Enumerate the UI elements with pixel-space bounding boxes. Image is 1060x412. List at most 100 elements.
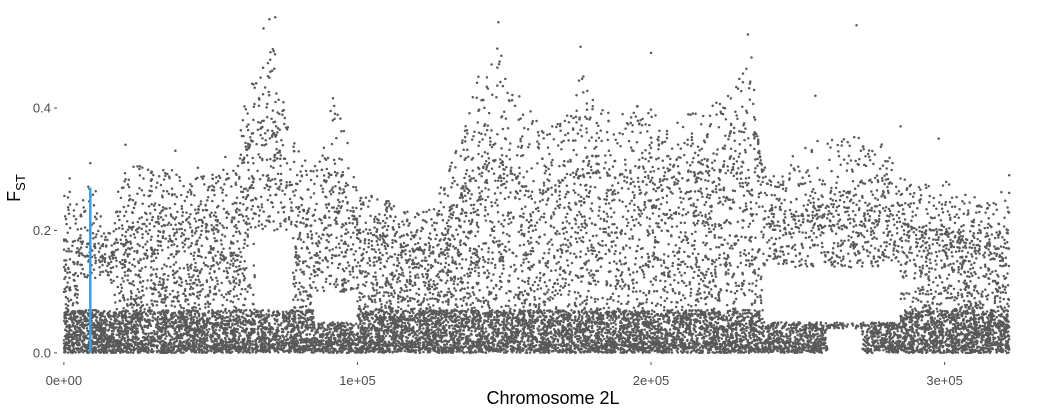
- data-point: [477, 131, 481, 134]
- data-point: [582, 160, 585, 163]
- data-point: [343, 240, 347, 244]
- data-point: [657, 222, 660, 225]
- data-point: [536, 140, 539, 143]
- data-point: [751, 248, 754, 251]
- data-point: [760, 288, 764, 292]
- data-point: [986, 234, 990, 237]
- data-point: [981, 344, 985, 347]
- data-point: [611, 292, 615, 295]
- data-point: [536, 327, 539, 330]
- data-point: [93, 242, 96, 246]
- data-point: [836, 262, 840, 265]
- data-point: [821, 195, 824, 199]
- data-point: [595, 234, 598, 237]
- data-point: [124, 210, 128, 214]
- data-point: [145, 218, 149, 222]
- data-point: [624, 232, 627, 235]
- data-point: [484, 327, 488, 330]
- data-point: [571, 139, 575, 142]
- data-point: [597, 124, 600, 127]
- data-point: [469, 294, 472, 298]
- data-point: [782, 180, 785, 183]
- data-point: [534, 228, 538, 232]
- data-point: [846, 210, 849, 213]
- data-point: [627, 221, 630, 225]
- data-point: [485, 168, 488, 171]
- data-point: [531, 120, 535, 123]
- data-point: [344, 242, 348, 246]
- data-point: [555, 125, 558, 129]
- data-point: [239, 250, 242, 254]
- data-point: [506, 174, 509, 177]
- data-point: [875, 174, 879, 177]
- data-point: [916, 338, 919, 341]
- data-point: [749, 336, 752, 340]
- data-point: [450, 204, 454, 208]
- data-point: [316, 274, 319, 277]
- data-point: [602, 306, 606, 310]
- data-point: [970, 253, 973, 256]
- data-point: [120, 286, 124, 290]
- data-point: [952, 245, 956, 249]
- data-point: [703, 276, 707, 280]
- data-point: [285, 162, 289, 165]
- data-point: [527, 260, 530, 264]
- data-point: [538, 279, 542, 282]
- data-point: [564, 192, 568, 196]
- data-point: [523, 194, 527, 197]
- data-point: [1007, 191, 1011, 195]
- data-point: [844, 210, 847, 214]
- data-point: [872, 257, 876, 260]
- data-point: [346, 261, 350, 264]
- data-point: [744, 177, 748, 180]
- data-point: [486, 300, 490, 304]
- data-point: [157, 217, 160, 220]
- data-point: [345, 248, 349, 251]
- data-point: [728, 198, 732, 202]
- data-point: [439, 262, 443, 265]
- data-point: [750, 255, 754, 258]
- data-point: [352, 175, 356, 179]
- data-point: [498, 239, 501, 243]
- data-point: [1000, 329, 1003, 332]
- data-point: [308, 277, 312, 280]
- data-point: [840, 227, 844, 231]
- data-point: [523, 341, 526, 344]
- data-point: [214, 215, 218, 219]
- data-point: [659, 296, 663, 299]
- data-point: [607, 306, 610, 309]
- data-point: [917, 186, 921, 189]
- data-point: [414, 256, 417, 260]
- data-point: [232, 262, 235, 265]
- data-point: [141, 236, 144, 239]
- data-point: [352, 185, 355, 189]
- data-point: [409, 254, 412, 257]
- data-point: [462, 230, 465, 234]
- data-point: [152, 250, 156, 253]
- data-point: [595, 307, 599, 310]
- data-point: [435, 221, 438, 225]
- data-point: [567, 293, 570, 296]
- data-point: [635, 290, 638, 293]
- data-point: [82, 273, 86, 276]
- data-point: [465, 168, 469, 172]
- data-point: [472, 293, 476, 296]
- data-point: [876, 178, 880, 182]
- data-point: [1006, 284, 1010, 287]
- data-point: [212, 232, 216, 235]
- data-point: [372, 261, 376, 264]
- data-point: [605, 198, 608, 202]
- data-point: [957, 303, 960, 306]
- data-point: [634, 115, 638, 118]
- data-point: [924, 183, 927, 186]
- data-point: [683, 221, 686, 225]
- data-point: [558, 273, 562, 276]
- data-point: [948, 213, 951, 217]
- data-point: [834, 232, 838, 235]
- data-point: [237, 308, 241, 312]
- data-point: [461, 139, 464, 142]
- data-point: [717, 256, 721, 260]
- data-point: [231, 275, 235, 279]
- data-point: [500, 54, 503, 58]
- data-point: [968, 246, 971, 249]
